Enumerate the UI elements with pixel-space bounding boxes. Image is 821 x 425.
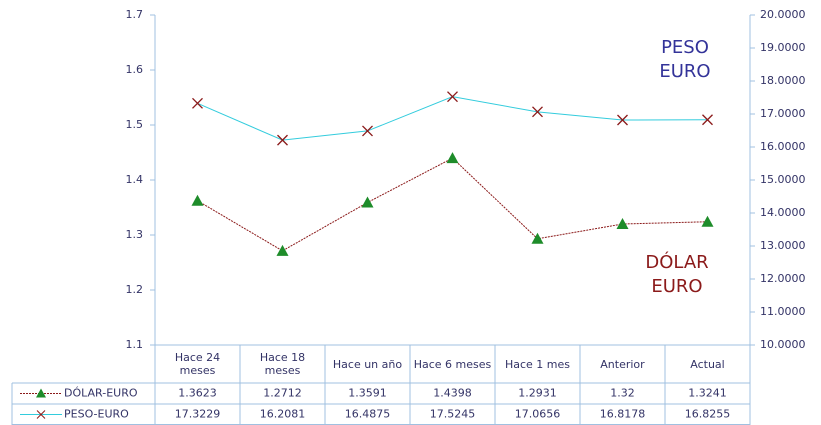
marker [702,114,713,126]
y2-tick-label: 16.0000 [760,140,806,153]
y2-tick-label: 19.0000 [760,41,806,54]
category-label: Actual [690,357,725,371]
legend-marker [36,388,46,398]
marker-stroke [532,106,543,118]
marker [192,97,203,109]
table-value: 1.2931 [518,387,557,400]
x-category: Hace 1 mes [504,357,571,371]
y2-tick-label: 10.0000 [760,338,806,351]
marker-stroke [277,134,288,146]
y2-tick-label: 11.0000 [760,305,806,318]
category-label: Anterior [600,357,645,371]
marker [277,134,288,146]
table-value: 1.4398 [433,387,472,400]
table-value: 17.5245 [430,408,476,421]
legend-label: PESO-EURO [64,408,129,421]
category-label: Hace 6 meses [413,357,492,371]
legend-symbol [36,410,46,419]
x-category: Hace un año [332,357,403,371]
y2-tick-label: 15.0000 [760,173,806,186]
y-tick-label: 1.7 [126,8,144,21]
marker [531,232,544,244]
marker-stroke [192,97,203,109]
marker-stroke [447,91,458,103]
table-value: 16.2081 [260,408,306,421]
y-tick-label: 1.2 [126,283,144,296]
y2-tick-label: 18.0000 [760,74,806,87]
series-line [197,157,708,252]
annotation: DÓLAR [645,251,708,273]
legend-marker [36,410,46,419]
table-value: 16.4875 [345,408,391,421]
table-value: 1.3241 [688,387,727,400]
marker [191,194,204,206]
marker [701,215,714,227]
y-tick-label: 1.6 [126,63,144,76]
marker [532,106,543,118]
x-category: Hace 18 meses [259,351,306,377]
y2-tick-label: 20.0000 [760,8,806,21]
category-label: Hace un año [332,357,403,371]
series-line [197,96,708,141]
marker-stroke [702,114,713,126]
y-tick-label: 1.4 [126,173,144,186]
table-value: 1.3623 [178,387,217,400]
marker-stroke [617,114,628,126]
y2-tick-label: 14.0000 [760,206,806,219]
y-tick-label: 1.1 [126,338,144,351]
table-value: 16.8178 [600,408,646,421]
x-category: Anterior [600,357,645,371]
y2-tick-label: 12.0000 [760,272,806,285]
y-tick-label: 1.5 [126,118,144,131]
marker [361,196,374,208]
category-label: Hace 24 meses [174,351,221,377]
marker [276,244,289,256]
table-value: 1.32 [610,387,635,400]
table-value: 16.8255 [685,408,731,421]
category-label: Hace 1 mes [504,357,571,371]
y2-tick-label: 17.0000 [760,107,806,120]
category-label: Hace 18 meses [259,351,306,377]
marker [446,152,459,164]
legend-label: DÓLAR-EURO [64,387,138,400]
table-value: 1.3591 [348,387,387,400]
legend-symbol [36,388,46,398]
annotation: EURO [651,276,702,297]
marker [617,114,628,126]
x-category: Hace 6 meses [413,357,492,371]
y-tick-label: 1.3 [126,228,144,241]
annotation: PESO [661,37,709,58]
table-value: 17.0656 [515,408,561,421]
y2-tick-label: 13.0000 [760,239,806,252]
marker-stroke [362,125,373,137]
table-value: 1.2712 [263,387,302,400]
marker [616,218,629,229]
marker [447,91,458,103]
x-category: Actual [690,357,725,371]
marker [362,125,373,137]
table-value: 17.3229 [175,408,221,421]
x-category: Hace 24 meses [174,351,221,377]
annotation: EURO [659,61,710,82]
